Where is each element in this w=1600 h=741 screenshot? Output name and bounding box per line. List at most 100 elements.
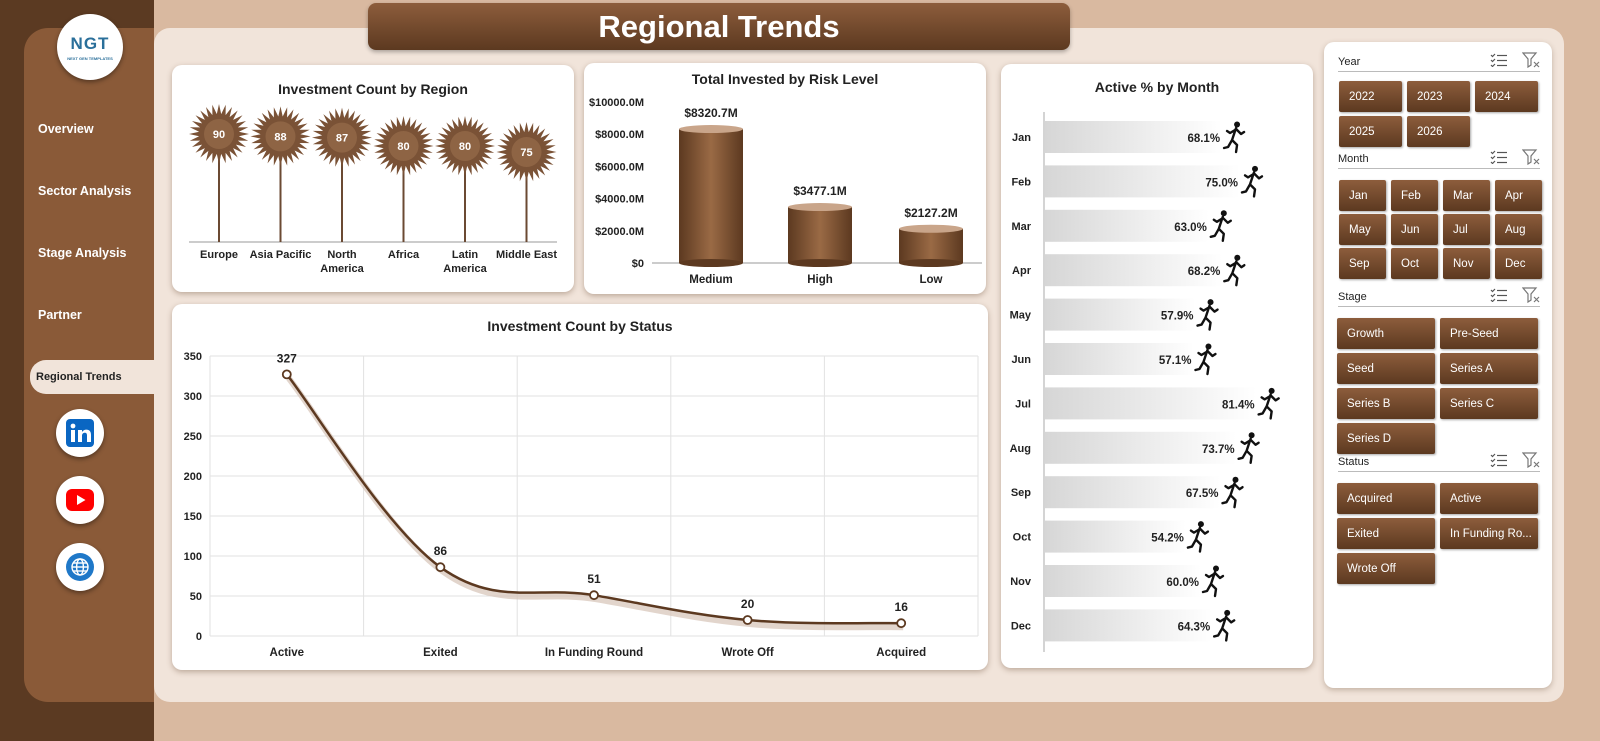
status-option-4[interactable]: Wrote Off bbox=[1337, 553, 1435, 584]
status-category-label: In Funding Round bbox=[545, 647, 643, 659]
month-category-label: Nov bbox=[1010, 576, 1032, 588]
month-slicer-header: Month bbox=[1338, 149, 1540, 169]
stage-option-series-c[interactable]: Series C bbox=[1440, 388, 1538, 419]
month-category-label: Oct bbox=[1013, 532, 1032, 544]
region-category-label: Middle East bbox=[496, 249, 557, 261]
month-option-nov[interactable]: Nov bbox=[1443, 248, 1490, 279]
month-option-jan[interactable]: Jan bbox=[1339, 180, 1386, 211]
year-option-2024[interactable]: 2024 bbox=[1475, 81, 1538, 112]
month-option-sep[interactable]: Sep bbox=[1339, 248, 1386, 279]
month-option-apr[interactable]: Apr bbox=[1495, 180, 1542, 211]
status-option-2[interactable]: Exited bbox=[1337, 518, 1435, 549]
year-option-2022[interactable]: 2022 bbox=[1339, 81, 1402, 112]
page-title: Regional Trends bbox=[368, 3, 1070, 50]
status-ytick-label: 250 bbox=[184, 431, 202, 443]
year-option-2023[interactable]: 2023 bbox=[1407, 81, 1470, 112]
youtube-button[interactable] bbox=[56, 476, 104, 524]
status-ytick-label: 100 bbox=[184, 551, 202, 563]
month-option-oct[interactable]: Oct bbox=[1391, 248, 1438, 279]
status-option-1[interactable]: Active bbox=[1440, 483, 1538, 514]
stage-option-series-b[interactable]: Series B bbox=[1337, 388, 1435, 419]
region-chart-title: Investment Count by Region bbox=[278, 81, 468, 97]
month-data-label: 54.2% bbox=[1151, 533, 1184, 545]
month-option-aug[interactable]: Aug bbox=[1495, 214, 1542, 245]
status-category-label: Wrote Off bbox=[722, 647, 774, 659]
year-option-2026[interactable]: 2026 bbox=[1407, 116, 1470, 147]
risk-chart: $0 $2000.0M $4000.0M $6000.0M $8000.0M $10000… bbox=[589, 97, 982, 286]
month-category-label: Feb bbox=[1011, 176, 1031, 188]
month-option-may[interactable]: May bbox=[1339, 214, 1386, 245]
month-data-label: 57.1% bbox=[1159, 355, 1192, 367]
runner-icon bbox=[1196, 299, 1219, 331]
risk-ytick-label: $4000.0M bbox=[595, 194, 644, 206]
month-bar bbox=[1045, 565, 1201, 597]
region-category-label: America bbox=[320, 263, 364, 275]
logo: NGT NEXT GEN TEMPLATES bbox=[57, 14, 123, 80]
risk-ytick-label: $6000.0M bbox=[595, 161, 644, 173]
multi-select-icon[interactable] bbox=[1490, 53, 1508, 70]
month-data-label: 64.3% bbox=[1178, 621, 1211, 633]
stage-option-series-d[interactable]: Series D bbox=[1337, 423, 1435, 454]
month-option-mar[interactable]: Mar bbox=[1443, 180, 1490, 211]
risk-bar bbox=[788, 203, 852, 267]
status-ytick-label: 350 bbox=[184, 351, 202, 363]
region-marker bbox=[373, 116, 434, 176]
month-bar bbox=[1045, 165, 1240, 198]
clear-filter-icon[interactable] bbox=[1521, 149, 1540, 168]
clear-filter-icon[interactable] bbox=[1521, 52, 1540, 71]
risk-chart-card: Total Invested by Risk Level $0 $2000.0M $… bbox=[584, 63, 986, 294]
runner-icon bbox=[1186, 521, 1210, 553]
website-button[interactable] bbox=[56, 543, 104, 591]
nav-stage-analysis[interactable]: Stage Analysis bbox=[38, 246, 127, 260]
stage-option-growth[interactable]: Growth bbox=[1337, 318, 1435, 349]
month-option-feb[interactable]: Feb bbox=[1391, 180, 1438, 211]
status-option-3[interactable]: In Funding Ro... bbox=[1440, 518, 1538, 549]
nav-regional-trends[interactable]: Regional Trends bbox=[30, 360, 154, 394]
nav-overview[interactable]: Overview bbox=[38, 122, 94, 136]
status-point bbox=[589, 590, 599, 601]
risk-data-label: $8320.7M bbox=[684, 106, 737, 120]
runner-icon bbox=[1257, 387, 1280, 420]
status-category-label: Active bbox=[270, 647, 305, 659]
stage-slicer-header: Stage bbox=[1338, 287, 1540, 307]
region-chart: 90 Europe 88 Asia Pacific 87 North America 80 Af… bbox=[189, 104, 557, 275]
runner-icon bbox=[1240, 165, 1264, 198]
multi-select-icon[interactable] bbox=[1490, 150, 1508, 167]
status-chart-card: Investment Count by Status 0 50 100 150 200 2… bbox=[172, 304, 988, 670]
region-marker bbox=[189, 104, 249, 164]
month-data-label: 75.0% bbox=[1205, 177, 1238, 189]
multi-select-icon[interactable] bbox=[1490, 453, 1508, 470]
status-ytick-label: 0 bbox=[196, 631, 202, 643]
linkedin-button[interactable] bbox=[56, 409, 104, 457]
risk-category-label: Low bbox=[920, 274, 943, 286]
status-option-0[interactable]: Acquired bbox=[1337, 483, 1435, 514]
nav-sector-analysis[interactable]: Sector Analysis bbox=[38, 184, 132, 198]
stage-option-pre-seed[interactable]: Pre-Seed bbox=[1440, 318, 1538, 349]
clear-filter-icon[interactable] bbox=[1521, 452, 1540, 471]
stage-option-seed[interactable]: Seed bbox=[1337, 353, 1435, 384]
month-option-dec[interactable]: Dec bbox=[1495, 248, 1542, 279]
runner-icon bbox=[1237, 432, 1260, 464]
month-option-jul[interactable]: Jul bbox=[1443, 214, 1490, 245]
runner-icon bbox=[1209, 210, 1233, 243]
region-value-label: 75 bbox=[520, 147, 532, 159]
status-line bbox=[285, 373, 902, 625]
risk-data-label: $2127.2M bbox=[904, 206, 957, 220]
multi-select-icon[interactable] bbox=[1490, 288, 1508, 305]
clear-filter-icon[interactable] bbox=[1521, 287, 1540, 306]
status-point bbox=[896, 618, 907, 629]
stage-option-series-a[interactable]: Series A bbox=[1440, 353, 1538, 384]
status-ytick-label: 150 bbox=[184, 511, 202, 523]
runner-icon bbox=[1223, 254, 1246, 287]
linkedin-icon bbox=[66, 419, 94, 447]
year-option-2025[interactable]: 2025 bbox=[1339, 116, 1402, 147]
stage-slicer-title: Stage bbox=[1338, 290, 1367, 303]
year-slicer-header: Year bbox=[1338, 52, 1540, 72]
month-option-jun[interactable]: Jun bbox=[1391, 214, 1438, 245]
month-category-label: Sep bbox=[1011, 487, 1031, 499]
region-marker bbox=[250, 106, 311, 167]
runner-icon bbox=[1222, 121, 1246, 154]
nav-partner[interactable]: Partner bbox=[38, 308, 82, 322]
month-bar bbox=[1045, 431, 1237, 464]
region-chart-card: Investment Count by Region 90 Europe 88 Asi… bbox=[172, 65, 574, 292]
